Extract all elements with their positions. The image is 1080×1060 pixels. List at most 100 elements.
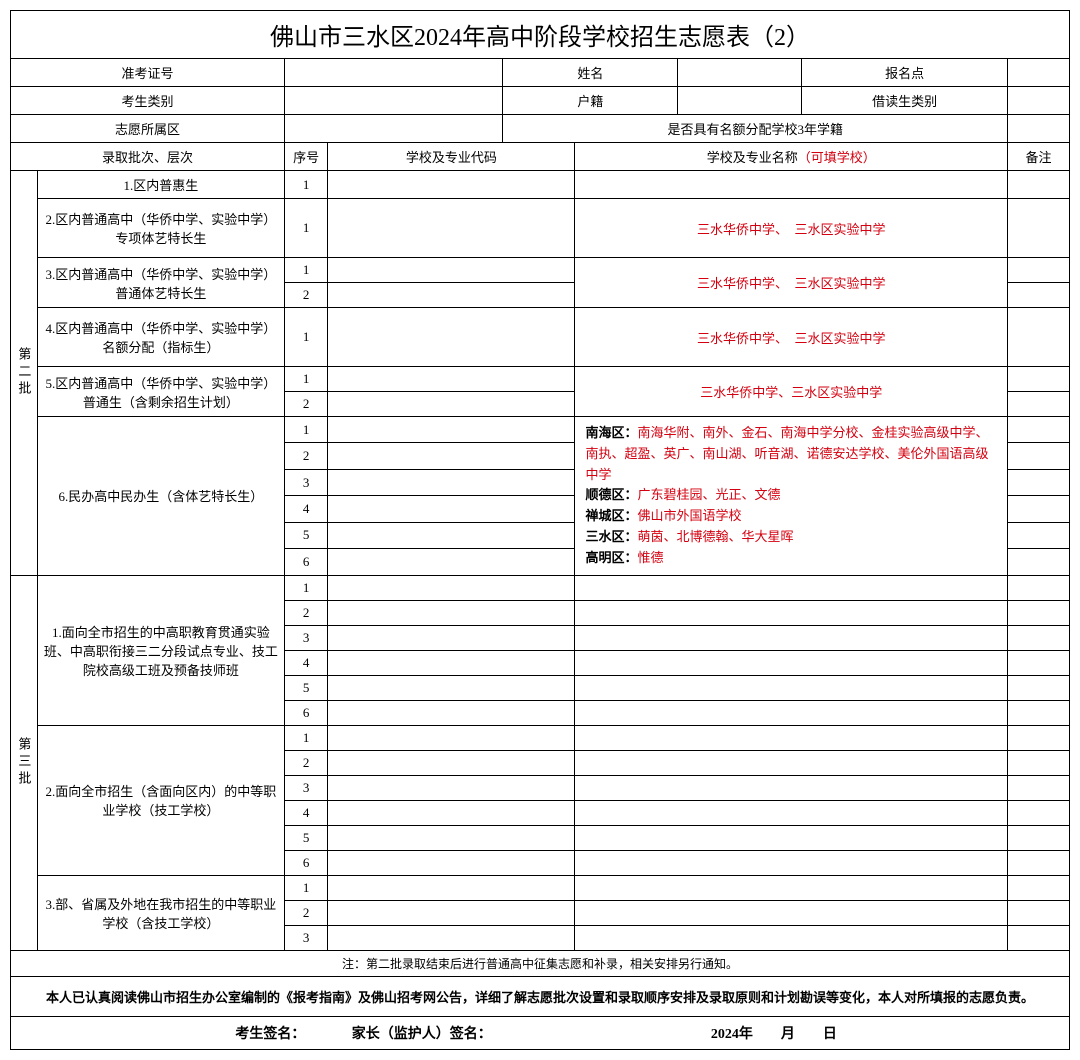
b3r2-code1[interactable] — [328, 725, 575, 750]
b3r2-xh5: 5 — [285, 825, 328, 850]
b2r6-bz2[interactable] — [1008, 443, 1070, 469]
b2r6-xh4: 4 — [285, 496, 328, 522]
b2r5-bz2[interactable] — [1008, 392, 1070, 417]
b3r1-name1[interactable] — [575, 575, 1008, 600]
b3r1-bz5[interactable] — [1008, 675, 1070, 700]
b3r3-name1[interactable] — [575, 875, 1008, 900]
field-xm[interactable] — [678, 59, 802, 87]
b3r3-code2[interactable] — [328, 900, 575, 925]
b3r2-name2[interactable] — [575, 750, 1008, 775]
b2r3-bz2[interactable] — [1008, 283, 1070, 308]
field-zyssq[interactable] — [285, 115, 503, 143]
b2r6-code1[interactable] — [328, 417, 575, 443]
b2r1-label: 1.区内普惠生 — [37, 171, 284, 199]
b3r2-bz1[interactable] — [1008, 725, 1070, 750]
b2r3-code2[interactable] — [328, 283, 575, 308]
b3r3-name3[interactable] — [575, 925, 1008, 950]
field-sfjy[interactable] — [1008, 115, 1070, 143]
b3r2-name5[interactable] — [575, 825, 1008, 850]
b2r3-bz1[interactable] — [1008, 258, 1070, 283]
b2r6-code2[interactable] — [328, 443, 575, 469]
field-hj[interactable] — [678, 87, 802, 115]
b2r3-code1[interactable] — [328, 258, 575, 283]
b3r2-name6[interactable] — [575, 850, 1008, 875]
sign-guardian: 家长（监护人）签名： — [352, 1023, 708, 1043]
b2r4-bz[interactable] — [1008, 308, 1070, 367]
b3r1-name3[interactable] — [575, 625, 1008, 650]
b3r1-code1[interactable] — [328, 575, 575, 600]
field-zkzh[interactable] — [285, 59, 503, 87]
b3r1-name4[interactable] — [575, 650, 1008, 675]
b3r1-bz3[interactable] — [1008, 625, 1070, 650]
b3r1-name5[interactable] — [575, 675, 1008, 700]
b3r3-bz1[interactable] — [1008, 875, 1070, 900]
b3r2-bz4[interactable] — [1008, 800, 1070, 825]
b2r2-bz[interactable] — [1008, 199, 1070, 258]
b3r3-code3[interactable] — [328, 925, 575, 950]
b3r2-name3[interactable] — [575, 775, 1008, 800]
b3r1-code3[interactable] — [328, 625, 575, 650]
b3r2-bz6[interactable] — [1008, 850, 1070, 875]
b3r1-label: 1.面向全市招生的中高职教育贯通实验班、中高职衔接三二分段试点专业、技工院校高级… — [37, 575, 284, 725]
b2r5-bz1[interactable] — [1008, 367, 1070, 392]
b2r6-code5[interactable] — [328, 522, 575, 548]
b3r1-bz1[interactable] — [1008, 575, 1070, 600]
label-hj: 户籍 — [503, 87, 678, 115]
b3r1-bz6[interactable] — [1008, 700, 1070, 725]
field-kslb[interactable] — [285, 87, 503, 115]
b3r2-code5[interactable] — [328, 825, 575, 850]
b3r2-name1[interactable] — [575, 725, 1008, 750]
b2r6-xh6: 6 — [285, 549, 328, 575]
b3r2-code6[interactable] — [328, 850, 575, 875]
label-bmd: 报名点 — [802, 59, 1008, 87]
b3r2-bz3[interactable] — [1008, 775, 1070, 800]
b3r1-bz4[interactable] — [1008, 650, 1070, 675]
b2r6-bz6[interactable] — [1008, 549, 1070, 575]
b2r1-code[interactable] — [328, 171, 575, 199]
b2r1-bz[interactable] — [1008, 171, 1070, 199]
b2r3-xh1: 1 — [285, 258, 328, 283]
b3r2-code4[interactable] — [328, 800, 575, 825]
form-title: 佛山市三水区2024年高中阶段学校招生志愿表（2） — [11, 11, 1070, 59]
b2r5-xh2: 2 — [285, 392, 328, 417]
b3r2-code2[interactable] — [328, 750, 575, 775]
b2r4-code[interactable] — [328, 308, 575, 367]
field-bmd[interactable] — [1008, 59, 1070, 87]
b2r6-bz5[interactable] — [1008, 522, 1070, 548]
b3r2-bz5[interactable] — [1008, 825, 1070, 850]
b3r1-name6[interactable] — [575, 700, 1008, 725]
b3r1-code2[interactable] — [328, 600, 575, 625]
b2r6-code4[interactable] — [328, 496, 575, 522]
b3r1-bz2[interactable] — [1008, 600, 1070, 625]
b2r5-code2[interactable] — [328, 392, 575, 417]
sign-student: 考生签名： — [55, 1023, 348, 1043]
b2r6-code3[interactable] — [328, 469, 575, 495]
b3r3-code1[interactable] — [328, 875, 575, 900]
b2r6-code6[interactable] — [328, 549, 575, 575]
b3r3-name2[interactable] — [575, 900, 1008, 925]
b2r6-bz1[interactable] — [1008, 417, 1070, 443]
sign-date: 2024年 月 日 — [711, 1023, 1025, 1043]
b3r2-code3[interactable] — [328, 775, 575, 800]
b2r2-label: 2.区内普通高中（华侨中学、实验中学）专项体艺特长生 — [37, 199, 284, 258]
b2r4-xh: 1 — [285, 308, 328, 367]
b2r6-bz3[interactable] — [1008, 469, 1070, 495]
field-jdslb[interactable] — [1008, 87, 1070, 115]
col-bz: 备注 — [1008, 143, 1070, 171]
b2r2-code[interactable] — [328, 199, 575, 258]
b2r6-schools: 南海区：南海华附、南外、金石、南海中学分校、金桂实验高级中学、南执、超盈、英广、… — [575, 417, 1008, 576]
b3r2-bz2[interactable] — [1008, 750, 1070, 775]
b3r1-name2[interactable] — [575, 600, 1008, 625]
b3r3-bz2[interactable] — [1008, 900, 1070, 925]
b3r3-bz3[interactable] — [1008, 925, 1070, 950]
b2r1-name[interactable] — [575, 171, 1008, 199]
b3r2-xh2: 2 — [285, 750, 328, 775]
b3r1-code5[interactable] — [328, 675, 575, 700]
b3r2-name4[interactable] — [575, 800, 1008, 825]
b2r5-code1[interactable] — [328, 367, 575, 392]
b2r3-label: 3.区内普通高中（华侨中学、实验中学）普通体艺特长生 — [37, 258, 284, 308]
b2r6-bz4[interactable] — [1008, 496, 1070, 522]
b3r1-code6[interactable] — [328, 700, 575, 725]
b2r5-label: 5.区内普通高中（华侨中学、实验中学）普通生（含剩余招生计划） — [37, 367, 284, 417]
b3r1-code4[interactable] — [328, 650, 575, 675]
